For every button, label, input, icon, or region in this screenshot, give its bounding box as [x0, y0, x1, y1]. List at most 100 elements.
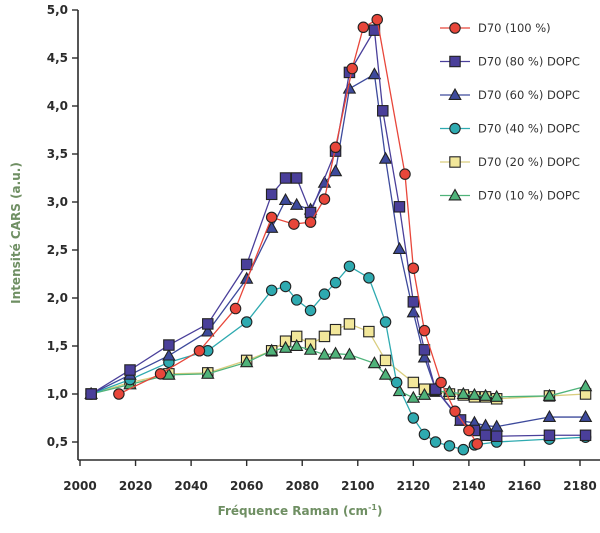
y-tick-label: 1,5: [47, 339, 68, 353]
x-axis-title-superscript: -1: [368, 503, 377, 512]
data-point: [328, 164, 343, 177]
data-point: [265, 188, 278, 201]
data-point: [124, 364, 136, 376]
data-point: [278, 340, 293, 353]
data-point: [239, 355, 254, 368]
data-point: [489, 389, 504, 402]
x-tick-label: 2160: [508, 479, 541, 493]
data-point: [193, 345, 206, 357]
x-axis-title: Fréquence Raman (cm-1): [218, 503, 383, 518]
axes: 0,5 1,0 1,5 2,0 2,5 3,0 3,5 4,0 4,5 5,0 2000 2020 20…: [47, 3, 600, 493]
data-point: [201, 324, 215, 337]
data-point: [329, 323, 342, 336]
data-point: [456, 386, 471, 399]
data-point: [317, 347, 332, 360]
data-point: [417, 387, 432, 400]
data-point: [393, 201, 406, 213]
data-point: [264, 220, 279, 233]
data-point: [367, 356, 382, 369]
legend-marker: [449, 22, 461, 34]
data-point: [399, 168, 411, 180]
data-point: [467, 387, 482, 400]
data-point: [163, 339, 175, 351]
data-point: [289, 197, 304, 210]
data-point: [328, 346, 343, 359]
data-point: [329, 141, 342, 154]
y-tick-label: 2,5: [47, 243, 68, 257]
legend-label: D70 (80 %) DOPC: [478, 55, 580, 69]
data-point: [379, 316, 392, 328]
data-point: [202, 318, 214, 330]
data-point: [471, 438, 483, 450]
series-group: [84, 338, 593, 403]
data-point: [371, 13, 383, 26]
data-point: [378, 367, 393, 380]
series-group: [85, 260, 592, 456]
data-point: [279, 172, 292, 184]
data-point: [278, 192, 293, 206]
data-point: [543, 429, 556, 442]
data-point: [418, 324, 431, 337]
x-tick-label: 2100: [341, 479, 374, 493]
legend-marker: [449, 156, 461, 168]
data-point: [579, 429, 592, 442]
legend-label: D70 (60 %) DOPC: [478, 88, 580, 102]
data-point: [318, 330, 331, 343]
legend-label: D70 (20 %) DOPC: [478, 155, 580, 169]
y-tick-label: 4,5: [47, 51, 68, 65]
legend-label: D70 (40 %) DOPC: [478, 122, 580, 136]
y-axis-title: Intensité CARS (a.u.): [9, 162, 23, 304]
data-point: [239, 271, 254, 284]
data-point: [290, 294, 303, 306]
series-group: [85, 318, 592, 405]
data-point: [342, 347, 357, 360]
x-tick-label: 2180: [563, 479, 596, 493]
data-point: [435, 376, 447, 389]
x-axis-title-end: ): [377, 504, 382, 518]
data-point: [578, 409, 593, 422]
data-point: [201, 366, 215, 379]
data-point: [407, 376, 420, 389]
data-point: [363, 325, 375, 338]
data-point: [265, 284, 278, 297]
series-layer: [84, 13, 593, 456]
data-point: [479, 429, 492, 442]
data-point: [357, 21, 370, 34]
legend-marker: [449, 55, 461, 68]
data-point: [240, 258, 253, 271]
data-point: [318, 193, 331, 205]
data-point: [490, 430, 503, 442]
x-axis-title-text: Fréquence Raman (cm: [218, 504, 369, 518]
data-point: [407, 412, 420, 424]
x-tick-label: 2080: [286, 479, 319, 493]
legend-marker: [448, 87, 462, 100]
data-point: [289, 338, 304, 351]
data-point: [443, 440, 456, 452]
data-point: [304, 216, 317, 228]
data-point: [265, 211, 278, 224]
data-point: [343, 318, 356, 330]
data-point: [457, 443, 470, 456]
series-group: [113, 13, 483, 450]
data-point: [346, 62, 358, 75]
data-point: [240, 316, 253, 328]
x-tick-label: 2000: [63, 479, 96, 493]
data-point: [379, 354, 392, 367]
data-point: [418, 344, 431, 356]
data-point: [113, 388, 125, 400]
data-point: [363, 272, 375, 284]
data-point: [418, 428, 431, 441]
y-tick-label: 4,0: [47, 99, 68, 113]
data-point: [377, 105, 389, 117]
y-tick-label: 2,0: [47, 291, 68, 305]
data-point: [85, 388, 97, 400]
data-point: [478, 388, 493, 401]
legend-marker: [449, 122, 461, 135]
x-tick-label: 2040: [174, 479, 207, 493]
data-point: [229, 302, 242, 315]
data-point: [279, 280, 292, 293]
series-line: [118, 18, 478, 445]
data-point: [407, 296, 420, 308]
x-tick-label: 2140: [452, 479, 485, 493]
